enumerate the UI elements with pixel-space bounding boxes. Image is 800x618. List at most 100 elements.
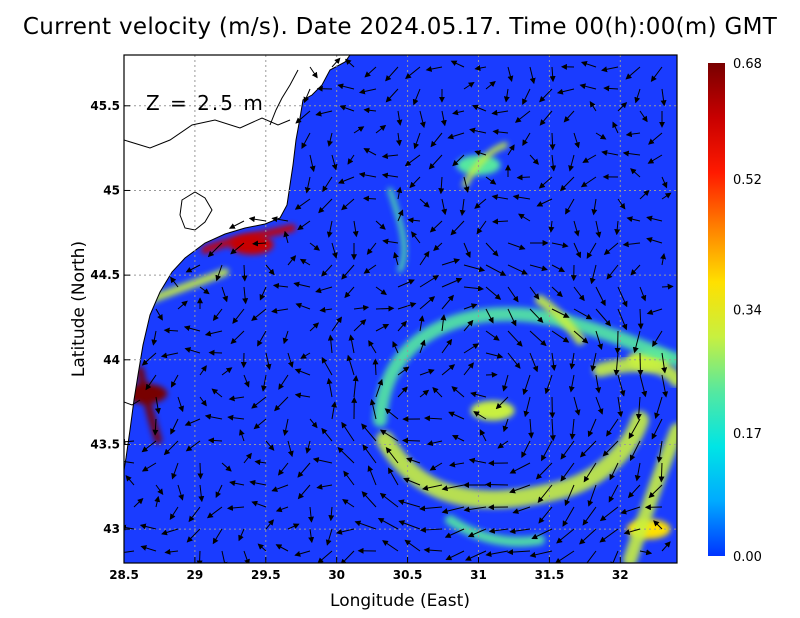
velocity-arrow — [392, 341, 399, 354]
velocity-arrow — [305, 440, 312, 454]
velocity-arrow — [445, 550, 465, 561]
velocity-arrow — [531, 528, 553, 540]
chart-title: Current velocity (m/s). Date 2024.05.17.… — [22, 14, 778, 40]
velocity-arrow — [463, 362, 474, 376]
y-tick-label: 45.5 — [90, 99, 120, 113]
velocity-arrow — [228, 220, 245, 229]
velocity-arrow — [125, 475, 135, 486]
velocity-arrow — [341, 421, 355, 442]
velocity-arrow — [337, 83, 355, 90]
velocity-arrow — [492, 218, 509, 225]
velocity-arrow — [626, 216, 641, 223]
velocity-arrow — [609, 462, 619, 481]
velocity-arrow — [326, 377, 333, 398]
velocity-arrow — [160, 352, 179, 359]
velocity-arrow — [573, 308, 593, 320]
velocity-arrow — [337, 446, 355, 464]
velocity-arrow — [507, 144, 515, 156]
velocity-arrow — [485, 308, 494, 324]
x-tick-label: 31 — [470, 568, 487, 582]
velocity-arrow — [161, 528, 179, 536]
velocity-arrow — [404, 154, 421, 167]
velocity-arrow — [522, 132, 531, 146]
velocity-arrow — [580, 176, 597, 188]
velocity-arrow — [221, 550, 228, 563]
velocity-arrow — [385, 88, 399, 103]
velocity-arrow — [283, 230, 290, 244]
velocity-arrow — [634, 88, 641, 104]
velocity-arrow — [353, 319, 367, 332]
axis-ticks: 28.5 29 29.5 30 30.5 31 31.5 32 43 43.5 44 44.5 45 45… — [90, 99, 628, 582]
velocity-arrow — [411, 231, 421, 244]
velocity-arrow — [177, 300, 188, 310]
velocity-arrow — [551, 286, 563, 298]
velocity-arrow — [599, 506, 619, 522]
velocity-arrow — [206, 506, 223, 519]
velocity-arrow — [452, 109, 465, 116]
velocity-arrow — [287, 440, 294, 458]
velocity-arrow — [463, 242, 471, 258]
current-band — [535, 295, 585, 345]
velocity-arrow — [569, 418, 576, 440]
velocity-arrow — [449, 461, 465, 468]
velocity-arrow — [361, 491, 377, 508]
velocity-arrow — [397, 209, 404, 222]
velocity-arrow — [265, 264, 275, 276]
velocity-arrow — [647, 154, 663, 164]
velocity-arrow — [331, 242, 338, 259]
velocity-arrow — [428, 154, 443, 170]
velocity-arrow — [425, 66, 443, 72]
velocity-arrow — [152, 418, 159, 436]
velocity-arrow — [488, 527, 509, 534]
velocity-arrow — [518, 213, 531, 222]
velocity-arrow — [221, 286, 229, 303]
velocity-arrow — [485, 330, 500, 341]
velocity-arrow — [587, 418, 597, 438]
velocity-arrow — [309, 322, 320, 332]
velocity-arrow — [362, 195, 377, 202]
velocity-arrow — [257, 543, 267, 552]
velocity-arrow — [331, 154, 338, 171]
velocity-arrow — [294, 368, 311, 376]
velocity-arrow — [252, 240, 267, 247]
velocity-arrow — [551, 330, 570, 343]
velocity-arrow — [550, 352, 557, 372]
velocity-arrow — [606, 264, 619, 280]
velocity-arrow — [595, 220, 602, 239]
velocity-arrow — [340, 550, 355, 563]
velocity-arrow — [141, 462, 157, 472]
velocity-arrow — [397, 302, 417, 310]
velocity-arrow — [539, 110, 553, 126]
velocity-arrow — [485, 176, 497, 185]
velocity-arrow — [474, 198, 487, 209]
velocity-arrow — [573, 132, 580, 149]
velocity-arrow — [326, 220, 333, 238]
velocity-arrow — [363, 107, 377, 114]
velocity-arrow — [595, 330, 603, 351]
y-tick-label: 43 — [103, 522, 120, 536]
velocity-arrow — [523, 396, 531, 418]
velocity-arrow — [502, 374, 509, 392]
velocity-arrow — [212, 308, 223, 321]
velocity-arrow — [485, 286, 502, 300]
velocity-arrow — [450, 60, 465, 68]
velocity-arrow — [639, 374, 648, 398]
velocity-arrow — [318, 198, 333, 214]
current-band — [445, 515, 545, 547]
velocity-arrow — [366, 242, 377, 255]
velocity-arrow — [606, 418, 619, 437]
velocity-arrow — [309, 418, 318, 429]
velocity-arrow — [429, 462, 443, 471]
velocity-arrow — [257, 330, 267, 347]
velocity-arrow — [529, 66, 536, 85]
velocity-arrow — [397, 320, 407, 332]
velocity-arrow — [646, 215, 663, 222]
colorbar-tick-label: 0.00 — [733, 550, 762, 565]
velocity-arrow — [271, 307, 289, 314]
velocity-arrow — [516, 174, 531, 181]
colorbar-tick-label: 0.34 — [733, 304, 762, 319]
velocity-arrow — [204, 330, 223, 337]
velocity-arrow — [583, 462, 597, 483]
velocity-arrow — [372, 358, 379, 376]
velocity-arrow — [184, 347, 201, 354]
